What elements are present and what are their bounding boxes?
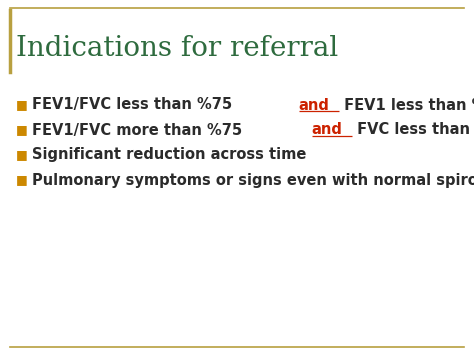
Text: and: and bbox=[299, 98, 329, 113]
Text: FVC less than %80: FVC less than %80 bbox=[352, 122, 474, 137]
Text: ■: ■ bbox=[16, 98, 28, 111]
Text: Indications for referral: Indications for referral bbox=[16, 34, 338, 61]
Text: ■: ■ bbox=[16, 124, 28, 137]
Text: FEV1 less than %80: FEV1 less than %80 bbox=[338, 98, 474, 113]
Text: Pulmonary symptoms or signs even with normal spirogram: Pulmonary symptoms or signs even with no… bbox=[32, 173, 474, 187]
Text: FEV1/FVC more than %75: FEV1/FVC more than %75 bbox=[32, 122, 247, 137]
Text: and: and bbox=[311, 122, 342, 137]
Text: FEV1/FVC less than %75: FEV1/FVC less than %75 bbox=[32, 98, 237, 113]
Text: ■: ■ bbox=[16, 174, 28, 186]
Text: ■: ■ bbox=[16, 148, 28, 162]
Text: Significant reduction across time: Significant reduction across time bbox=[32, 147, 306, 163]
